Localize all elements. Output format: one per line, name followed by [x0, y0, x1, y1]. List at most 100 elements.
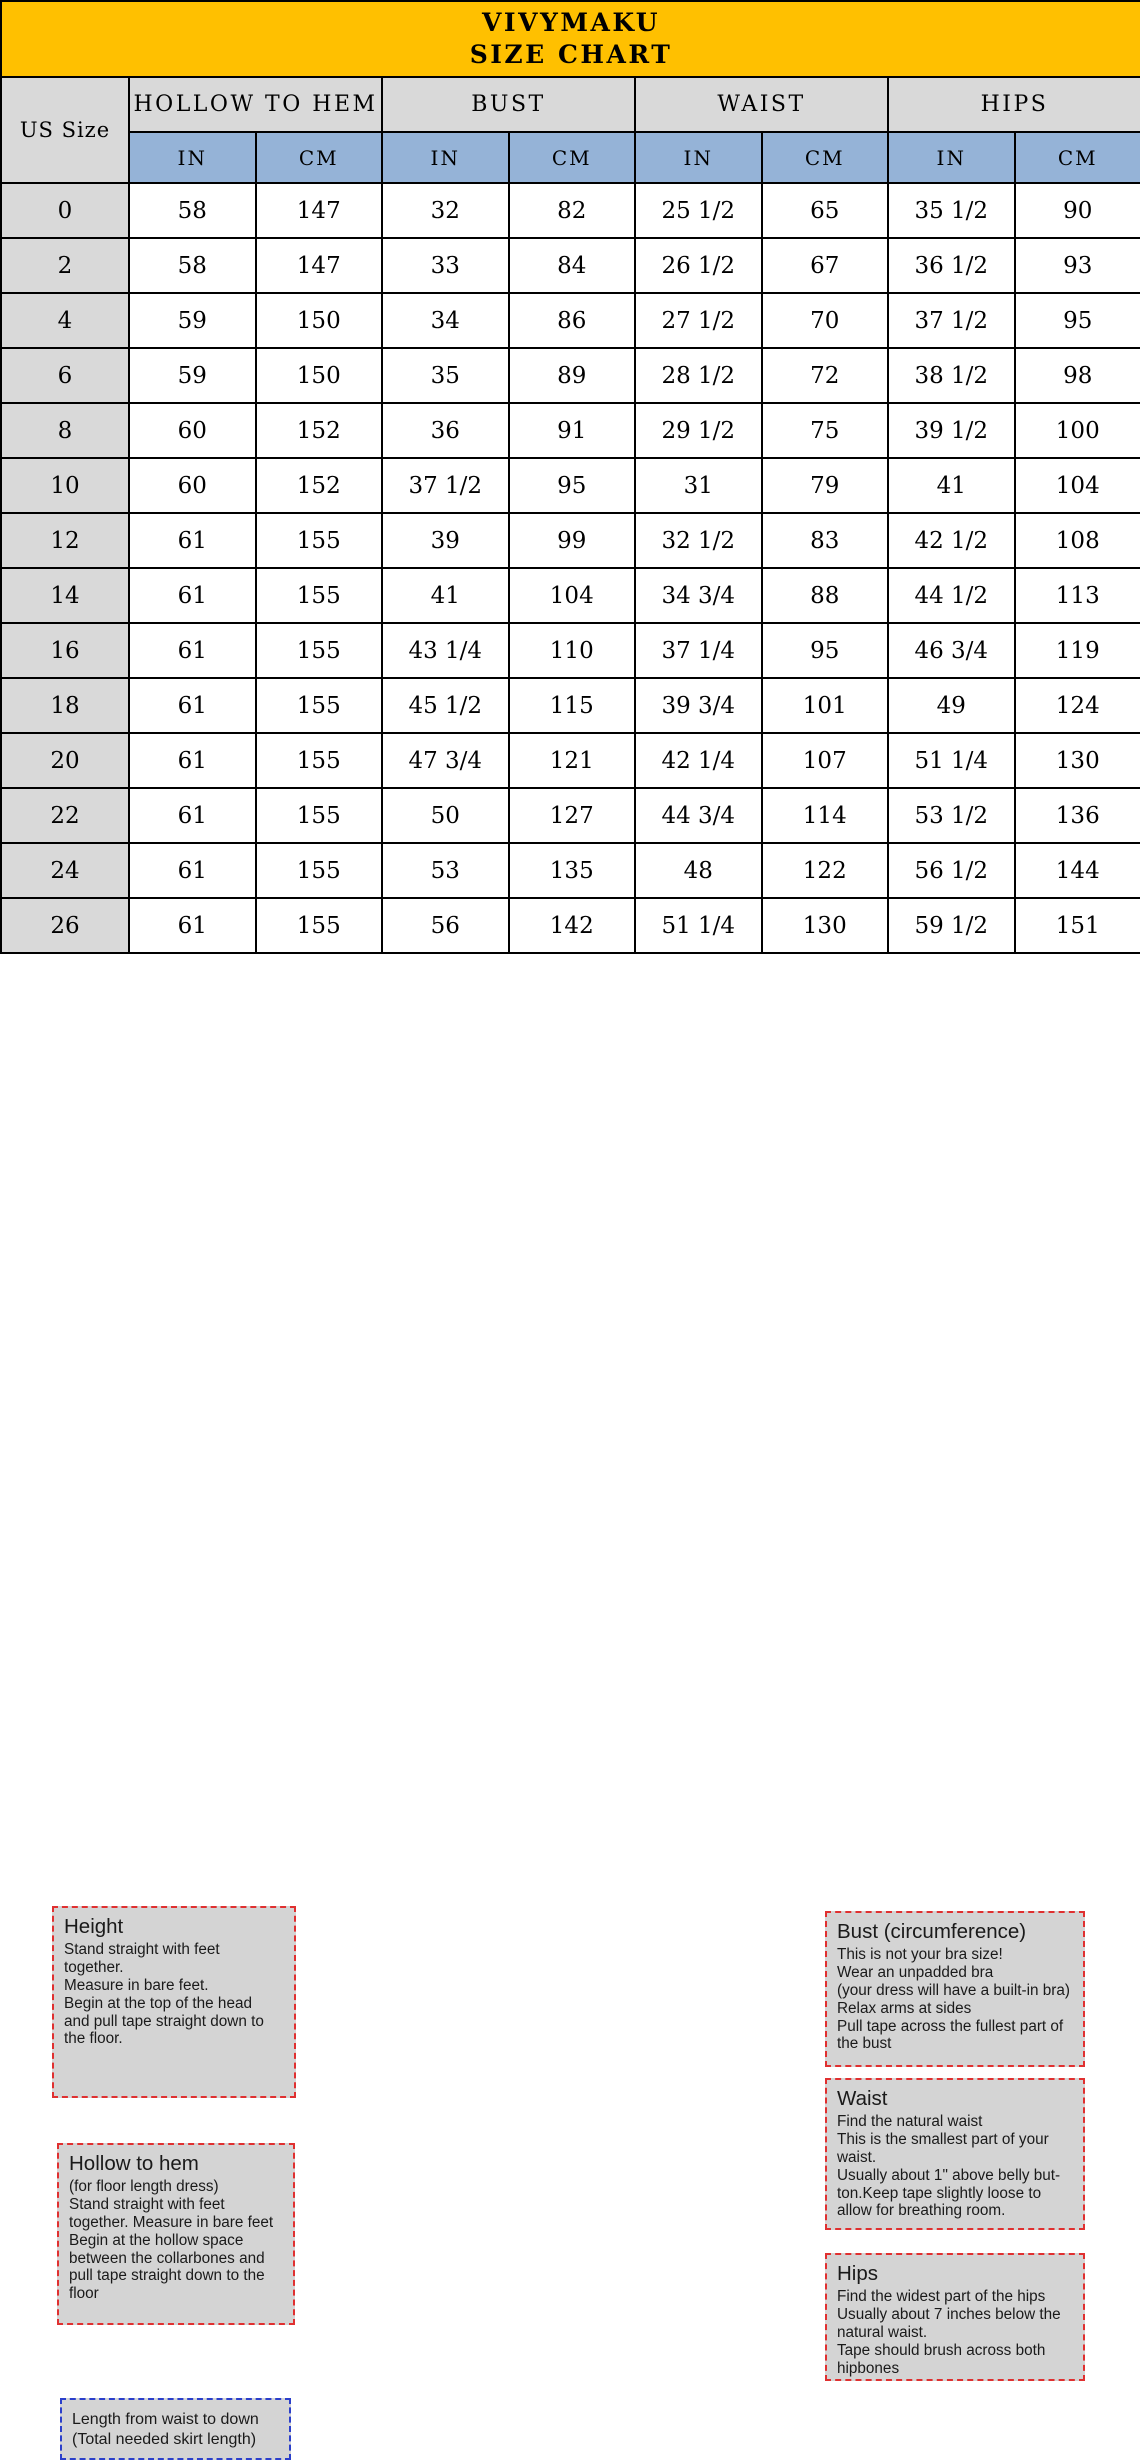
- measure-cell-bust-in: 56: [382, 898, 509, 953]
- size-cell: 12: [1, 513, 129, 568]
- callout-hollow-to-hem-title: Hollow to hem: [69, 2151, 285, 2177]
- unit-header-waist-cm: CM: [762, 132, 889, 183]
- measure-cell-hollow-to-hem-cm: 155: [256, 788, 383, 843]
- callout-bust-title: Bust (circumference): [837, 1919, 1075, 1945]
- measure-cell-waist-in: 27 1/2: [635, 293, 762, 348]
- measure-cell-bust-cm: 127: [509, 788, 636, 843]
- measure-cell-hips-in: 44 1/2: [888, 568, 1015, 623]
- measure-cell-waist-in: 25 1/2: [635, 183, 762, 238]
- measure-cell-bust-cm: 89: [509, 348, 636, 403]
- brand-title-cell: VIVYMAKU SIZE CHART: [1, 1, 1140, 77]
- measure-cell-waist-cm: 114: [762, 788, 889, 843]
- measure-cell-hollow-to-hem-in: 60: [129, 403, 256, 458]
- measure-cell-bust-in: 32: [382, 183, 509, 238]
- size-cell: 16: [1, 623, 129, 678]
- measure-cell-hips-cm: 124: [1015, 678, 1140, 733]
- measure-cell-bust-cm: 142: [509, 898, 636, 953]
- measure-cell-waist-cm: 88: [762, 568, 889, 623]
- measure-cell-hollow-to-hem-in: 60: [129, 458, 256, 513]
- measure-cell-waist-cm: 130: [762, 898, 889, 953]
- size-cell: 26: [1, 898, 129, 953]
- measure-cell-hips-in: 53 1/2: [888, 788, 1015, 843]
- measure-cell-bust-cm: 99: [509, 513, 636, 568]
- unit-header-waist-in: IN: [635, 132, 762, 183]
- size-cell: 0: [1, 183, 129, 238]
- callout-height: Height Stand straight with feet together…: [52, 1906, 296, 2098]
- measure-cell-hollow-to-hem-cm: 155: [256, 513, 383, 568]
- measure-cell-hips-in: 56 1/2: [888, 843, 1015, 898]
- measure-cell-hollow-to-hem-in: 61: [129, 568, 256, 623]
- callout-hips-title: Hips: [837, 2261, 1075, 2287]
- measure-cell-hollow-to-hem-cm: 150: [256, 348, 383, 403]
- measure-cell-hips-in: 46 3/4: [888, 623, 1015, 678]
- measurement-lines-overlay: [0, 954, 1140, 1570]
- measure-cell-waist-cm: 70: [762, 293, 889, 348]
- measurement-diagram: Height Stand straight with feet together…: [0, 954, 1140, 1570]
- measure-cell-waist-cm: 65: [762, 183, 889, 238]
- measure-cell-bust-in: 43 1/4: [382, 623, 509, 678]
- measure-cell-hips-in: 36 1/2: [888, 238, 1015, 293]
- measure-cell-bust-in: 35: [382, 348, 509, 403]
- measure-cell-waist-in: 51 1/4: [635, 898, 762, 953]
- measure-cell-hollow-to-hem-in: 59: [129, 293, 256, 348]
- measure-cell-hips-cm: 93: [1015, 238, 1140, 293]
- measure-cell-bust-in: 36: [382, 403, 509, 458]
- measure-cell-bust-cm: 82: [509, 183, 636, 238]
- measure-cell-waist-in: 37 1/4: [635, 623, 762, 678]
- measure-cell-hips-cm: 113: [1015, 568, 1140, 623]
- measure-cell-bust-cm: 86: [509, 293, 636, 348]
- size-cell: 18: [1, 678, 129, 733]
- unit-header-hips-cm: CM: [1015, 132, 1140, 183]
- measure-cell-hollow-to-hem-cm: 155: [256, 733, 383, 788]
- size-chart-table: VIVYMAKU SIZE CHART US Size HOLLOW TO HE…: [0, 0, 1140, 954]
- callout-waist-title: Waist: [837, 2086, 1075, 2112]
- measure-cell-hollow-to-hem-cm: 147: [256, 183, 383, 238]
- measure-cell-bust-cm: 110: [509, 623, 636, 678]
- us-size-header: US Size: [1, 77, 129, 183]
- measure-cell-waist-cm: 72: [762, 348, 889, 403]
- size-cell: 14: [1, 568, 129, 623]
- measure-cell-bust-in: 33: [382, 238, 509, 293]
- measure-cell-hips-cm: 151: [1015, 898, 1140, 953]
- measure-cell-waist-in: 42 1/4: [635, 733, 762, 788]
- measure-cell-hollow-to-hem-cm: 147: [256, 238, 383, 293]
- measure-cell-hollow-to-hem-in: 59: [129, 348, 256, 403]
- unit-header-hollow-in: IN: [129, 132, 256, 183]
- measure-cell-waist-cm: 122: [762, 843, 889, 898]
- measure-cell-hollow-to-hem-in: 58: [129, 183, 256, 238]
- group-header-bust: BUST: [382, 77, 635, 132]
- measure-cell-hips-in: 38 1/2: [888, 348, 1015, 403]
- callout-hollow-to-hem: Hollow to hem (for floor length dress) S…: [57, 2143, 295, 2325]
- measure-cell-waist-in: 44 3/4: [635, 788, 762, 843]
- measure-cell-bust-in: 45 1/2: [382, 678, 509, 733]
- measure-cell-bust-cm: 121: [509, 733, 636, 788]
- measure-cell-hollow-to-hem-cm: 150: [256, 293, 383, 348]
- measure-cell-bust-in: 47 3/4: [382, 733, 509, 788]
- measure-cell-hollow-to-hem-cm: 155: [256, 568, 383, 623]
- measure-cell-hollow-to-hem-cm: 155: [256, 678, 383, 733]
- measure-cell-bust-cm: 115: [509, 678, 636, 733]
- measure-cell-bust-in: 34: [382, 293, 509, 348]
- measure-cell-bust-cm: 84: [509, 238, 636, 293]
- callout-bust: Bust (circumference) This is not your br…: [825, 1911, 1085, 2067]
- callout-hips-body: Find the widest part of the hips Usually…: [837, 2288, 1075, 2378]
- measure-cell-waist-in: 26 1/2: [635, 238, 762, 293]
- measure-cell-bust-cm: 91: [509, 403, 636, 458]
- measure-cell-hips-in: 35 1/2: [888, 183, 1015, 238]
- measure-cell-hips-cm: 90: [1015, 183, 1140, 238]
- measure-cell-bust-cm: 135: [509, 843, 636, 898]
- measure-cell-hollow-to-hem-in: 61: [129, 733, 256, 788]
- measure-cell-hips-cm: 98: [1015, 348, 1140, 403]
- measure-cell-hollow-to-hem-in: 61: [129, 788, 256, 843]
